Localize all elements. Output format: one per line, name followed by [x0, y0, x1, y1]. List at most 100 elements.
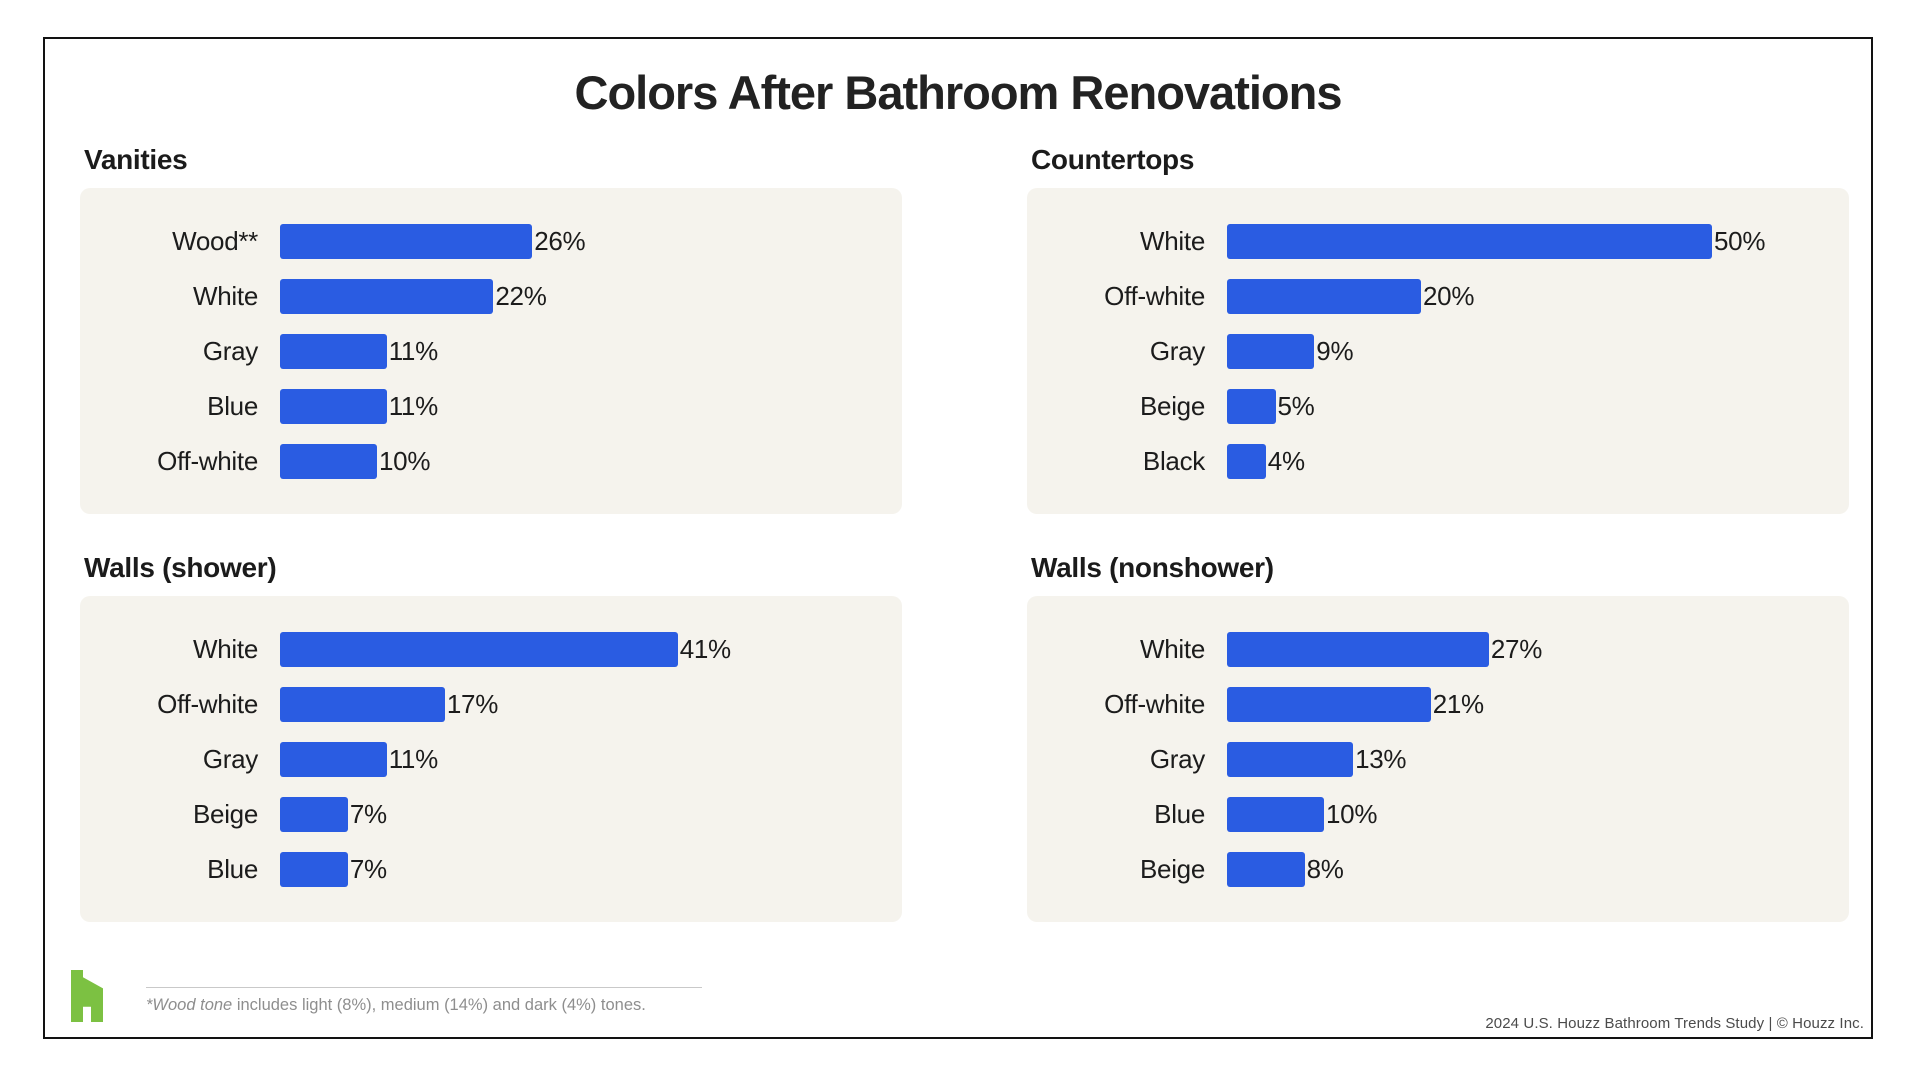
bar: [1227, 852, 1305, 887]
value-label: 8%: [1306, 854, 1344, 884]
value-label: 41%: [679, 634, 731, 664]
bar-row: Blue 10%: [1027, 797, 1849, 832]
bar-row: Beige 5%: [1027, 389, 1849, 424]
value-label: 7%: [349, 799, 387, 829]
bar: [280, 444, 377, 479]
bar: [280, 279, 494, 314]
category-label: White: [193, 281, 258, 311]
bar: [1227, 334, 1315, 369]
bar: [280, 334, 387, 369]
category-label: White: [193, 634, 258, 664]
bar: [280, 742, 387, 777]
value-label: 4%: [1267, 446, 1305, 476]
category-label: White: [1140, 634, 1205, 664]
footnote-text: includes light (8%), medium (14%) and da…: [232, 996, 646, 1014]
category-label: Off-white: [157, 689, 258, 719]
value-label: 11%: [388, 391, 439, 421]
footnote-italic-text: *Wood tone: [146, 996, 233, 1014]
bar-row: Wood** 26%: [80, 224, 902, 259]
category-label: Gray: [1149, 744, 1205, 774]
chart-section: Vanities Wood** 26% White 22% Gray 11% Blue 11% O…: [80, 144, 902, 514]
value-label: 10%: [379, 446, 431, 476]
value-label: 7%: [349, 854, 387, 884]
bar-row: Gray 11%: [80, 334, 902, 369]
category-label: Beige: [193, 799, 258, 829]
bar-row: Off-white 21%: [1027, 687, 1849, 722]
category-label: Black: [1142, 446, 1205, 476]
value-label: 50%: [1714, 226, 1766, 256]
category-label: Off-white: [157, 446, 258, 476]
page-title: Colors After Bathroom Renovations: [574, 66, 1343, 119]
chart-title: Walls (nonshower): [1031, 552, 1274, 583]
infographic-frame: Colors After Bathroom Renovations Vaniti…: [43, 37, 1873, 1039]
bar-row: Blue 7%: [80, 852, 902, 887]
bar: [280, 632, 678, 667]
value-label: 11%: [388, 336, 439, 366]
category-label: White: [1140, 226, 1205, 256]
chart-title: Countertops: [1031, 144, 1195, 175]
bar-row: Blue 11%: [80, 389, 902, 424]
chart-panel: White 27% Off-white 21% Gray 13% Blue 10% Beige 8…: [1027, 596, 1849, 922]
chart-panel: White 50% Off-white 20% Gray 9% Beige 5% Black 4%: [1027, 188, 1849, 514]
value-label: 17%: [446, 689, 499, 719]
bar-row: Beige 7%: [80, 797, 902, 832]
bar-row: White 27%: [1027, 632, 1849, 667]
category-label: Beige: [1140, 391, 1205, 421]
bar-row: Off-white 10%: [80, 444, 902, 479]
value-label: 13%: [1355, 744, 1407, 774]
chart-title: Walls (shower): [84, 552, 277, 583]
category-label: Off-white: [1104, 281, 1205, 311]
bar: [280, 389, 387, 424]
value-label: 11%: [388, 744, 439, 774]
chart-title: Vanities: [84, 144, 188, 175]
bar: [1227, 742, 1354, 777]
bar-row: Black 4%: [1027, 444, 1849, 479]
bar: [1227, 279, 1421, 314]
chart-section: Walls (nonshower) White 27% Off-white 21% Gra…: [1027, 552, 1849, 922]
bar-row: Gray 13%: [1027, 742, 1849, 777]
bar-row: White 50%: [1027, 224, 1849, 259]
chart-section: Walls (shower) White 41% Off-white 17% Gray 11…: [80, 552, 902, 922]
houzz-logo-path: [71, 970, 103, 1022]
category-label: Blue: [1154, 799, 1205, 829]
value-label: 26%: [534, 226, 586, 256]
value-label: 9%: [1316, 336, 1354, 366]
bar: [1227, 389, 1276, 424]
value-label: 10%: [1326, 799, 1378, 829]
bar: [280, 687, 445, 722]
bar: [1227, 797, 1324, 832]
value-label: 20%: [1423, 281, 1475, 311]
bar-row: Beige 8%: [1027, 852, 1849, 887]
chart-panel: Wood** 26% White 22% Gray 11% Blue 11% Off-white…: [80, 188, 902, 514]
value-label: 22%: [495, 281, 547, 311]
value-label: 27%: [1490, 634, 1543, 664]
chart-panel: White 41% Off-white 17% Gray 11% Beige 7% Blue 7%: [80, 596, 902, 922]
footnote: *Wood tone includes light (8%), medium (…: [146, 987, 702, 1015]
category-label: Blue: [207, 391, 258, 421]
bar: [1227, 224, 1712, 259]
bar-row: White 41%: [80, 632, 902, 667]
value-label: 21%: [1432, 689, 1484, 719]
category-label: Gray: [202, 744, 258, 774]
value-label: 5%: [1277, 391, 1315, 421]
bar: [1227, 632, 1489, 667]
bar-row: Gray 9%: [1027, 334, 1849, 369]
bar: [1227, 687, 1431, 722]
category-label: Off-white: [1104, 689, 1205, 719]
category-label: Blue: [207, 854, 258, 884]
attribution-text: 2024 U.S. Houzz Bathroom Trends Study | …: [1485, 1015, 1864, 1032]
bar-row: Gray 11%: [80, 742, 902, 777]
category-label: Wood**: [172, 226, 258, 256]
category-label: Beige: [1140, 854, 1205, 884]
chart-section: Countertops White 50% Off-white 20% Gray 9% Bei…: [1027, 144, 1849, 514]
category-label: Gray: [202, 336, 258, 366]
bar: [280, 224, 533, 259]
bar: [1227, 444, 1266, 479]
houzz-logo-icon: [67, 970, 107, 1027]
bar-row: Off-white 20%: [1027, 279, 1849, 314]
bar-row: White 22%: [80, 279, 902, 314]
bar: [280, 852, 348, 887]
bar-row: Off-white 17%: [80, 687, 902, 722]
bar: [280, 797, 348, 832]
charts-grid: Vanities Wood** 26% White 22% Gray 11% Blue 11% O…: [45, 144, 1871, 922]
